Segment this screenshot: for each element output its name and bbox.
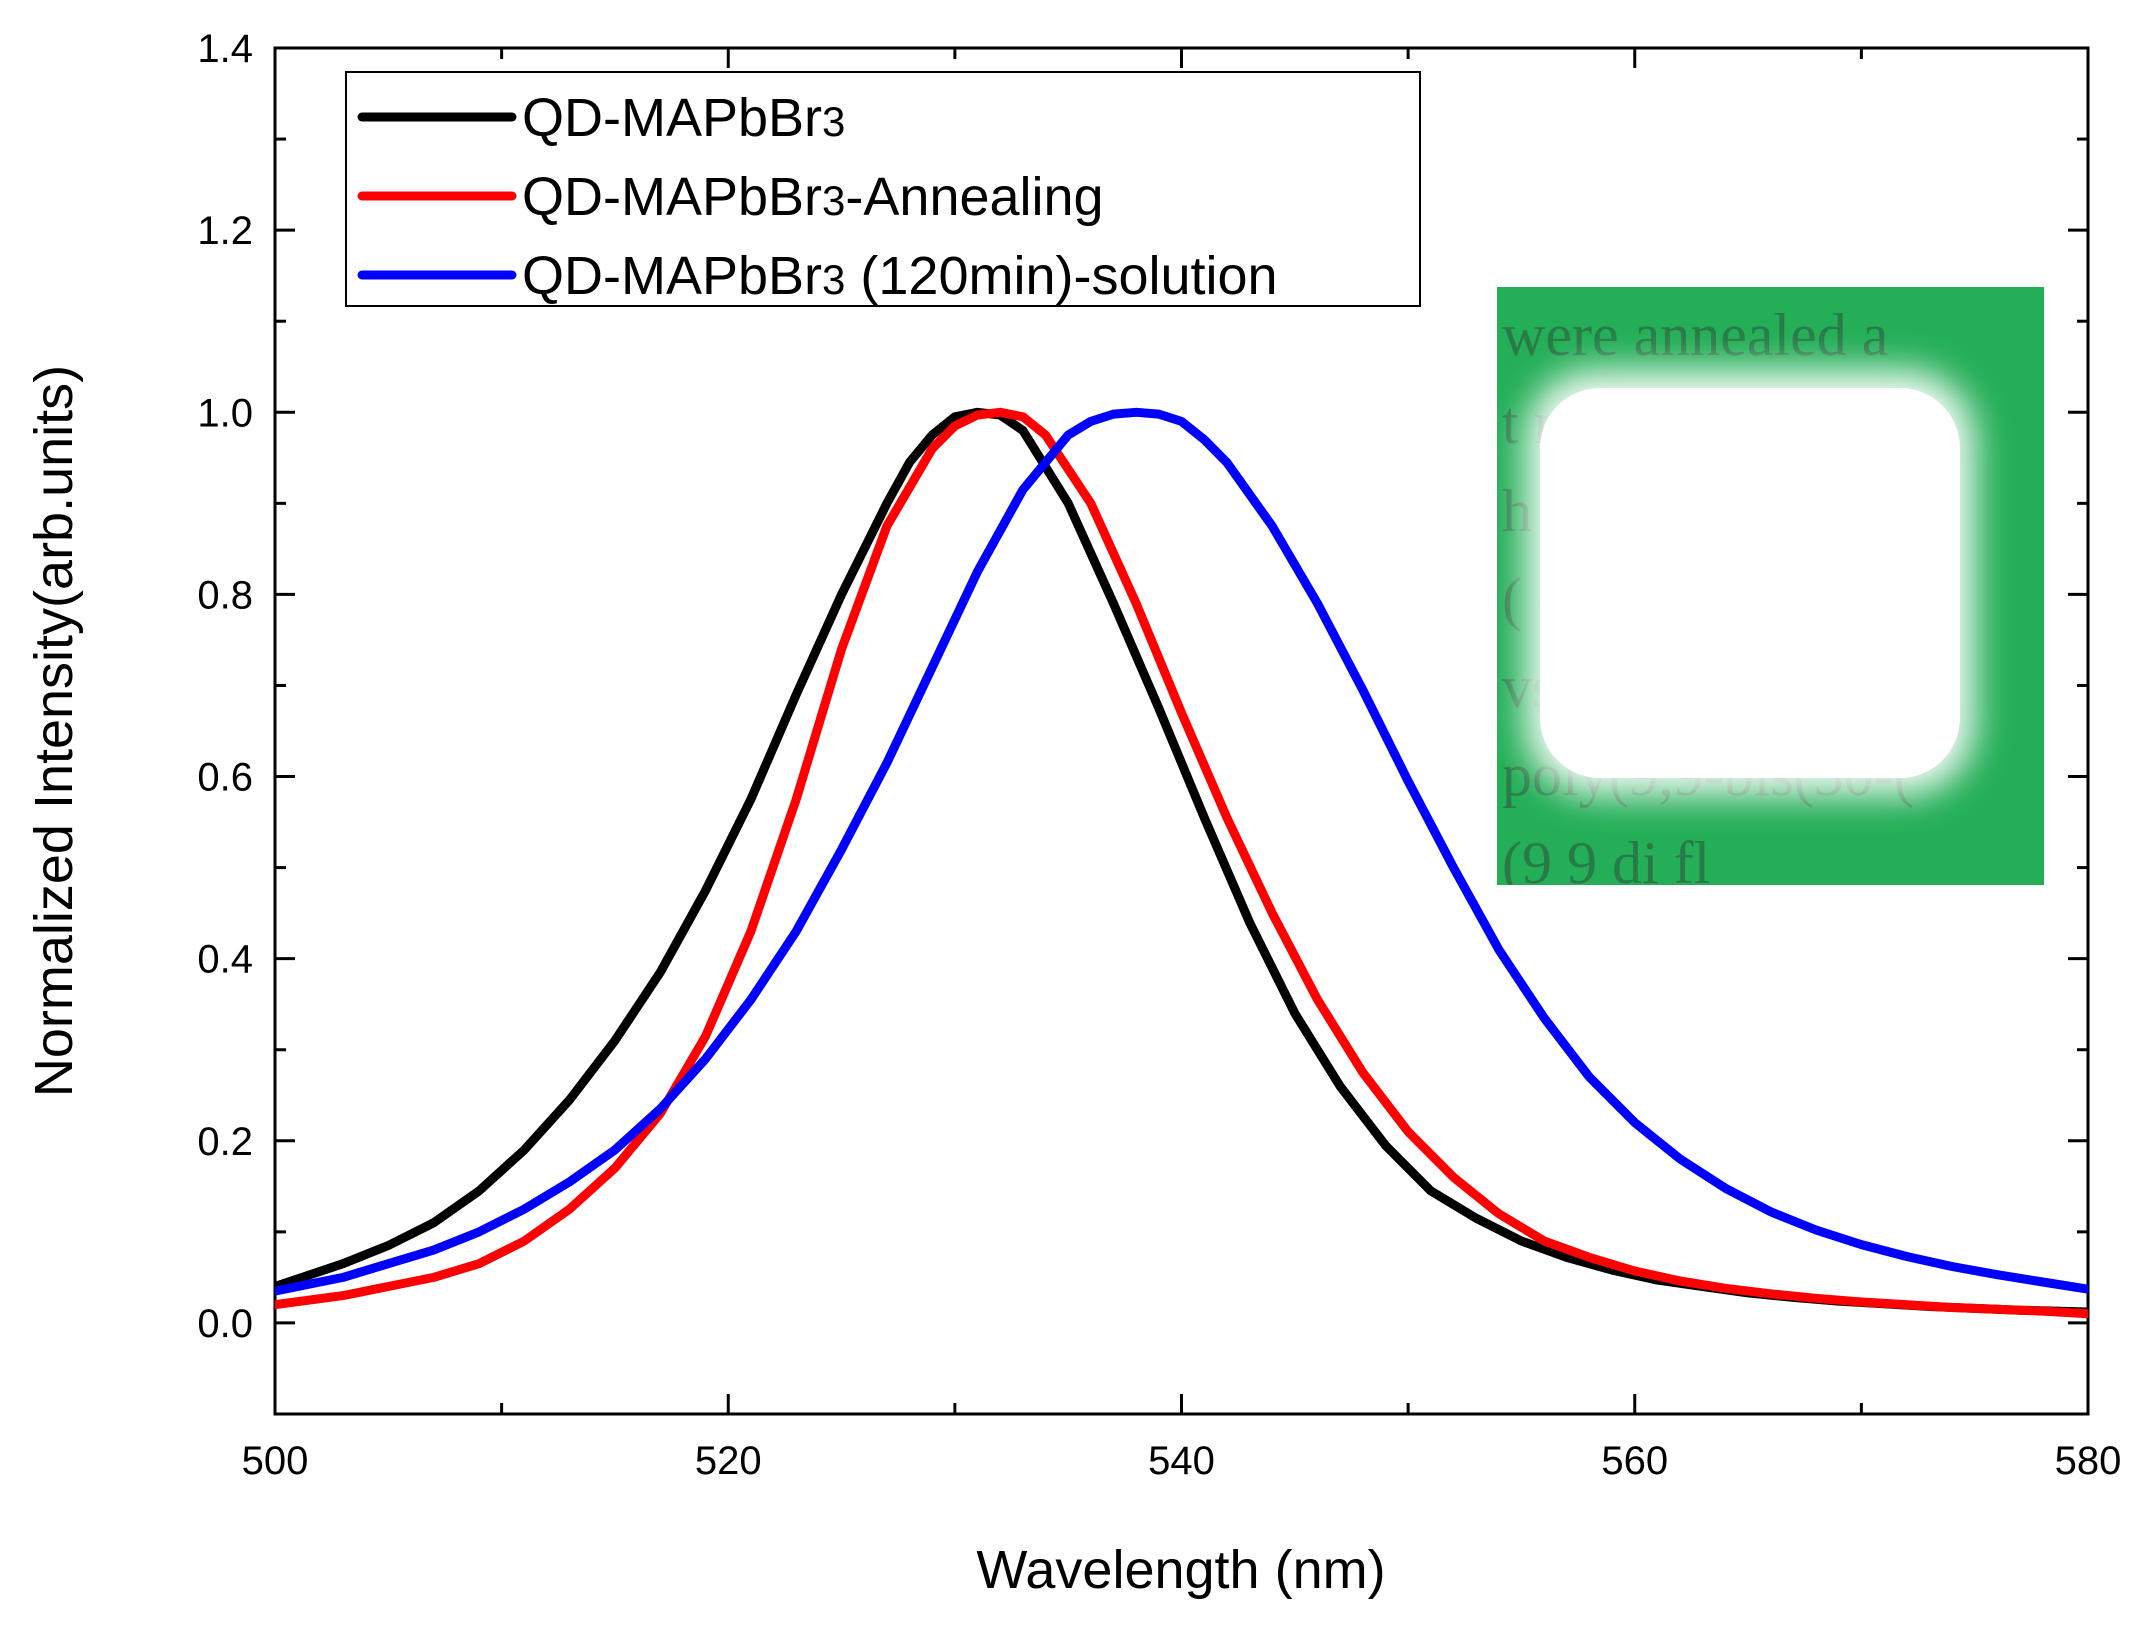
y-tick-label: 0.2 bbox=[197, 1120, 253, 1164]
y-tick-label: 0.6 bbox=[197, 756, 253, 800]
x-tick-label: 540 bbox=[1148, 1439, 1215, 1483]
legend-label-2: QD-MAPbBr3-Annealing bbox=[522, 167, 1104, 227]
x-tick-label: 560 bbox=[1601, 1439, 1668, 1483]
x-tick-label: 500 bbox=[242, 1439, 309, 1483]
y-tick-label: 0.8 bbox=[197, 573, 253, 617]
legend-label-3: QD-MAPbBr3 (120min)-solution bbox=[522, 246, 1278, 306]
axis-tick-labels: 500 520 540 560 580 0.0 0.2 0.4 0.6 0.8 1.0 1.2 1.4 bbox=[197, 27, 2121, 1483]
x-tick-label: 580 bbox=[2055, 1439, 2122, 1483]
x-axis-title: Wavelength (nm) bbox=[976, 1540, 1385, 1600]
y-tick-label: 1.4 bbox=[197, 27, 253, 71]
legend-label-1: QD-MAPbBr3 bbox=[522, 88, 845, 148]
inset-glow-core bbox=[1540, 388, 1960, 778]
axis-ticks bbox=[273, 46, 2090, 1416]
y-tick-label: 0.0 bbox=[197, 1302, 253, 1346]
series-layer bbox=[275, 407, 2088, 1319]
y-tick-label: 1.0 bbox=[197, 391, 253, 435]
y-axis-title: Normalized Intensity(arb.units) bbox=[24, 365, 84, 1097]
series-line-3 bbox=[275, 407, 2088, 1296]
legend-box bbox=[345, 71, 1421, 307]
x-tick-label: 520 bbox=[695, 1439, 762, 1483]
legend: QD-MAPbBr3 QD-MAPbBr3-Annealing QD-MAPbBr3… bbox=[345, 71, 1421, 307]
series-line-2 bbox=[275, 407, 2088, 1319]
inset-text-line: (9 9 di fl bbox=[1502, 830, 1710, 896]
y-tick-label: 0.4 bbox=[197, 938, 253, 982]
y-tick-label: 1.2 bbox=[197, 209, 253, 253]
inset-photo: were annealed at mixedh er.( ordvs 1poly… bbox=[1497, 287, 2044, 896]
inset-text-line: were annealed a bbox=[1502, 302, 1888, 368]
